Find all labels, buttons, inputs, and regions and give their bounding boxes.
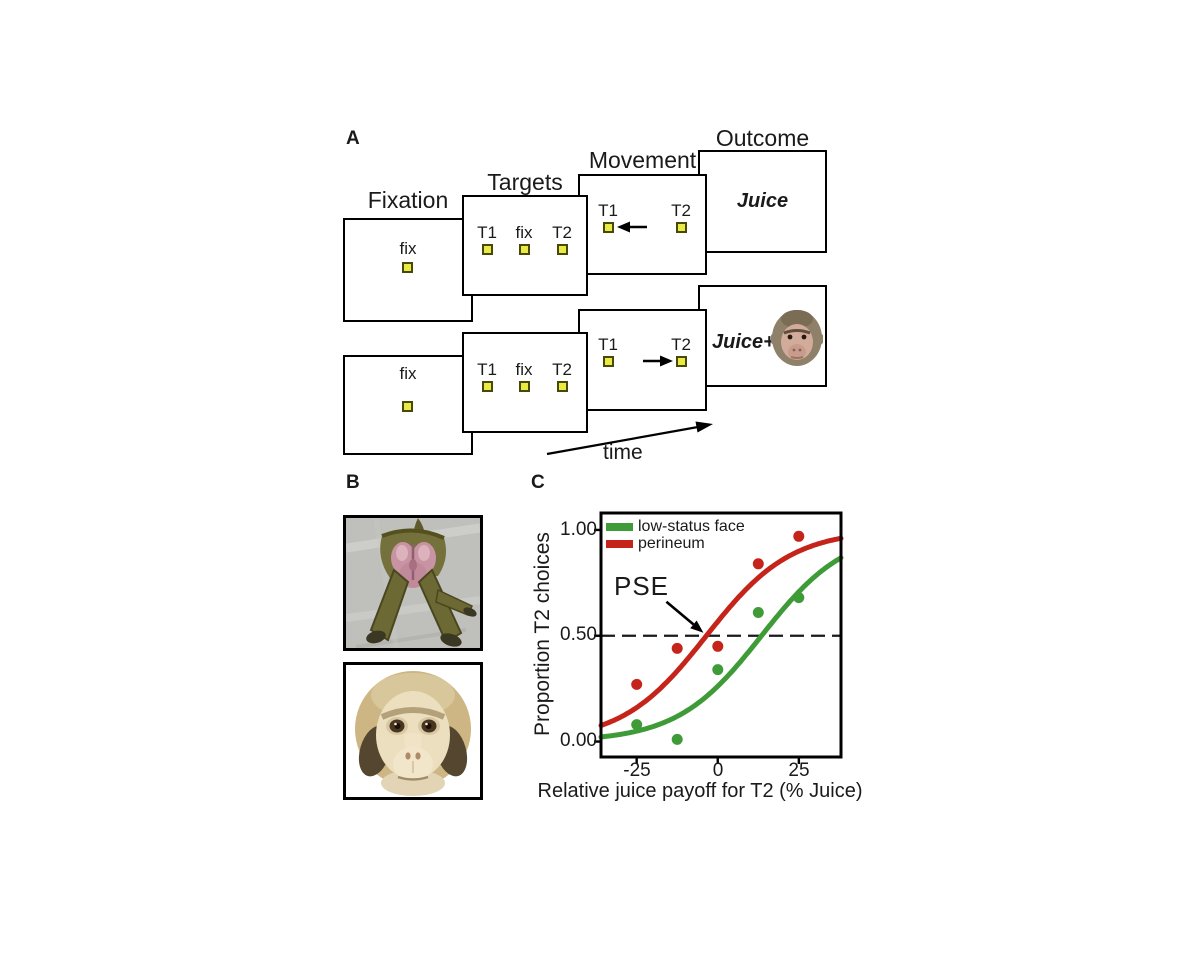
stage-label-outcome: Outcome — [715, 125, 810, 151]
panel-b-label: B — [346, 472, 360, 493]
panel-a-label: A — [346, 128, 360, 149]
target-t2: T2 — [547, 224, 577, 255]
fit-curve-low-status-face — [598, 555, 844, 740]
x-axis-label: Relative juice payoff for T2 (% Juice) — [537, 780, 863, 802]
outcome-screen-row1: Juice — [698, 150, 827, 253]
data-point-low-status-face — [793, 592, 805, 604]
fixation-square — [402, 262, 413, 273]
target-t2: T2 — [547, 361, 577, 392]
ytick-1: 1.00 — [560, 519, 597, 540]
target-fix: fix — [509, 224, 539, 255]
t1-square — [602, 356, 614, 367]
t2-square — [675, 356, 687, 367]
pse-arrow-head — [690, 620, 704, 633]
fixation-screen-row2: fix — [343, 355, 473, 455]
target-t1: T1 — [472, 361, 502, 392]
stage-label-fixation: Fixation — [367, 187, 449, 213]
ytick-05: 0.50 — [560, 624, 597, 645]
movement-t1: T1 — [593, 336, 623, 367]
movement-t2: T2 — [666, 336, 696, 367]
perineum-photo-illustration — [346, 518, 480, 648]
t1-label: T1 — [598, 201, 618, 220]
ytick-0: 0.00 — [560, 730, 597, 751]
fixation-square — [402, 401, 413, 412]
t2-square — [556, 381, 568, 392]
fix-point-label: fix — [515, 223, 533, 242]
juice-plus-outcome-label: Juice+ — [712, 331, 775, 353]
fit-curve-perineum — [598, 535, 844, 728]
saccade-left-arrow-icon — [617, 221, 647, 233]
xtick-neg25: -25 — [623, 760, 651, 781]
low-status-face-photo — [343, 662, 483, 800]
data-point-perineum — [671, 642, 683, 654]
data-point-low-status-face — [671, 733, 683, 745]
psychometric-chart — [594, 511, 844, 764]
saccade-right-arrow-icon — [643, 355, 673, 367]
t1-label: T1 — [598, 335, 618, 354]
data-point-low-status-face — [712, 664, 724, 676]
target-t1: T1 — [472, 224, 502, 255]
t1-square — [602, 222, 614, 233]
t1-square — [481, 381, 493, 392]
fixation-screen-row1: fix — [343, 218, 473, 322]
time-axis-label: time — [603, 441, 643, 464]
legend-swatch-low-status-face — [606, 523, 633, 531]
xtick-25: 25 — [788, 760, 810, 781]
t1-label: T1 — [477, 223, 497, 242]
t1-label: T1 — [477, 360, 497, 379]
data-point-low-status-face — [631, 719, 643, 731]
target-fix: fix — [509, 361, 539, 392]
monkey-face-thumbnail — [771, 310, 823, 366]
fix-point-label: fix — [515, 360, 533, 379]
legend-label-low-status-face: low-status face — [638, 518, 745, 535]
movement-t2: T2 — [666, 202, 696, 233]
data-point-low-status-face — [752, 607, 764, 618]
data-point-perineum — [752, 558, 764, 570]
t2-square — [556, 244, 568, 255]
t2-label: T2 — [552, 223, 572, 242]
stage-label-targets: Targets — [487, 169, 563, 195]
movement-t1: T1 — [593, 202, 623, 233]
t2-square — [675, 222, 687, 233]
t2-label: T2 — [671, 201, 691, 220]
movement-screen-row2: T1 T2 — [578, 309, 707, 411]
plot-border — [599, 511, 843, 759]
data-point-perineum — [712, 640, 724, 652]
movement-screen-row1: T1 T2 — [578, 174, 707, 275]
fix-square — [518, 244, 530, 255]
fix-square — [518, 381, 530, 392]
perineum-photo — [343, 515, 483, 651]
data-point-perineum — [631, 678, 643, 690]
xtick-0: 0 — [712, 760, 724, 781]
pse-arrow-line — [665, 600, 695, 626]
monkey-face-photo-illustration — [346, 665, 480, 797]
legend-swatch-perineum — [606, 540, 633, 548]
y-axis-label: Proportion T2 choices — [531, 532, 554, 736]
t2-label: T2 — [552, 360, 572, 379]
juice-outcome-label: Juice — [736, 190, 789, 212]
panel-c-label: C — [531, 472, 545, 493]
targets-screen-row1: T1 fix T2 — [462, 195, 588, 296]
outcome-screen-row2: Juice+ — [698, 285, 827, 387]
fix-point-label: fix — [399, 239, 417, 258]
legend-label-perineum: perineum — [638, 535, 705, 552]
t2-label: T2 — [671, 335, 691, 354]
pse-annotation-label: PSE — [614, 571, 670, 601]
stage-label-movement: Movement — [588, 147, 697, 173]
time-arrow-icon — [546, 421, 713, 456]
data-point-perineum — [793, 530, 805, 542]
t1-square — [481, 244, 493, 255]
fix-point-label: fix — [399, 364, 417, 383]
targets-screen-row2: T1 fix T2 — [462, 332, 588, 433]
